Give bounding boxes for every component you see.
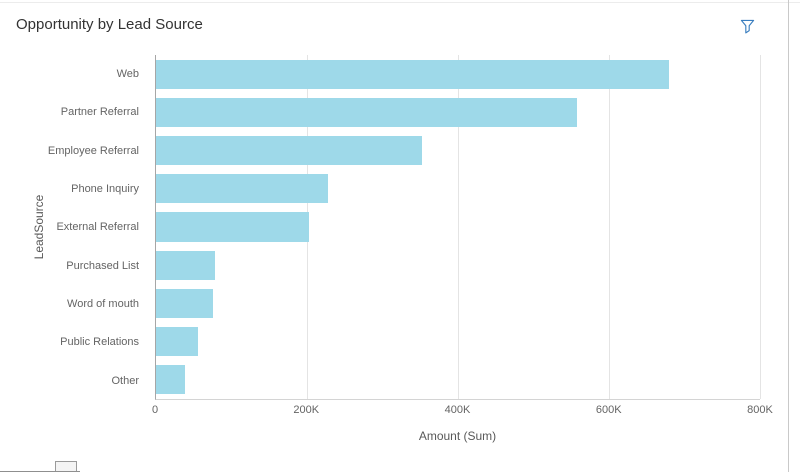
category-label: Public Relations <box>60 336 139 349</box>
bar-row <box>156 284 760 322</box>
plot-area <box>155 55 761 400</box>
x-tick-label: 400K <box>444 404 471 416</box>
filter-button[interactable] <box>736 18 758 40</box>
category-label: External Referral <box>56 221 139 234</box>
bar-row <box>156 323 760 361</box>
category-label: Other <box>111 374 139 387</box>
gridline <box>458 55 459 399</box>
bottom-fragment-cell <box>55 461 77 471</box>
bar[interactable] <box>156 288 214 318</box>
x-tick-label: 0 <box>151 404 159 416</box>
bar-row <box>156 170 760 208</box>
category-labels-column: Web Partner Referral Employee Referral Phon… <box>0 55 148 400</box>
bar-row <box>156 361 760 399</box>
category-label: Web <box>116 68 139 81</box>
bar-rows <box>156 55 760 399</box>
bar-row <box>156 131 760 169</box>
bar[interactable] <box>156 97 577 127</box>
bar[interactable] <box>156 250 215 280</box>
x-axis-title: Amount (Sum) <box>418 429 497 443</box>
bar[interactable] <box>156 59 670 89</box>
bar[interactable] <box>156 327 198 357</box>
bar[interactable] <box>156 212 310 242</box>
category-label: Word of mouth <box>67 298 139 311</box>
bar-row <box>156 246 760 284</box>
bar[interactable] <box>156 174 329 204</box>
x-tick-label: 800K <box>747 404 773 416</box>
category-label: Partner Referral <box>60 106 139 119</box>
window-right-edge <box>788 0 789 472</box>
x-axis-ticks: 0 200K 400K 600K 800K <box>151 404 773 418</box>
x-tick-label: 200K <box>293 404 320 416</box>
panel-top-border <box>0 2 800 3</box>
category-label: Phone Inquiry <box>71 183 139 196</box>
bar-row <box>156 93 760 131</box>
bar-row <box>156 208 760 246</box>
bar-row <box>156 55 760 93</box>
gridline <box>760 55 761 399</box>
panel-title: Opportunity by Lead Source <box>16 16 203 33</box>
filter-funnel-icon <box>740 19 755 39</box>
category-label: Employee Referral <box>47 144 139 157</box>
gridline <box>609 55 610 399</box>
bar[interactable] <box>156 136 422 166</box>
bar[interactable] <box>156 365 185 395</box>
x-tick-label: 600K <box>595 404 622 416</box>
category-label: Purchased List <box>66 259 139 272</box>
